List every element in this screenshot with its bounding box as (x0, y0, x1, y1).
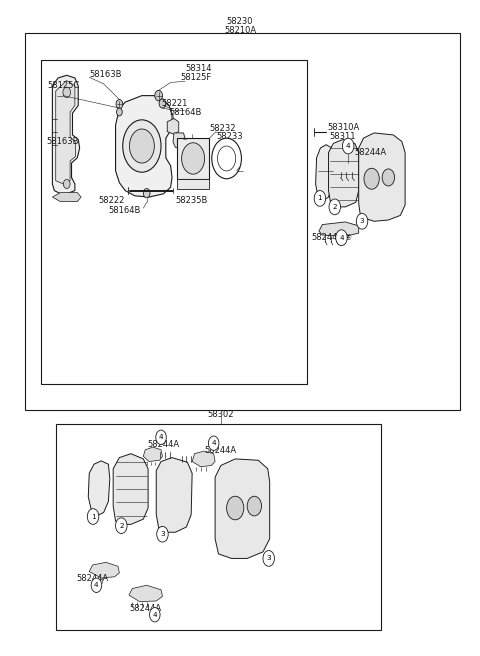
Text: 4: 4 (159, 434, 163, 440)
Text: 58233: 58233 (216, 132, 243, 140)
Text: 58164B: 58164B (169, 108, 202, 117)
Polygon shape (173, 133, 185, 149)
Text: 58244A: 58244A (129, 604, 161, 613)
Circle shape (91, 578, 102, 592)
Text: 58310A: 58310A (327, 123, 360, 133)
Text: 58210A: 58210A (224, 26, 256, 35)
Text: 58244A: 58244A (204, 446, 236, 455)
Text: ④: ④ (345, 233, 352, 242)
Circle shape (364, 169, 379, 189)
Text: 3: 3 (266, 556, 271, 562)
Circle shape (356, 213, 368, 229)
Circle shape (329, 199, 340, 215)
Text: 4: 4 (339, 235, 344, 241)
Polygon shape (113, 454, 148, 524)
Text: 4: 4 (94, 583, 99, 588)
Circle shape (208, 436, 219, 451)
Text: 1: 1 (91, 514, 96, 520)
Text: 58314: 58314 (185, 64, 212, 73)
Polygon shape (319, 222, 359, 236)
Bar (56, 424, 381, 630)
Polygon shape (156, 458, 192, 532)
Circle shape (157, 526, 168, 542)
Polygon shape (177, 178, 209, 189)
Circle shape (263, 550, 275, 566)
Circle shape (382, 169, 395, 186)
Polygon shape (88, 461, 110, 515)
Polygon shape (328, 140, 359, 207)
Text: 58230: 58230 (227, 17, 253, 26)
Polygon shape (56, 81, 75, 185)
Text: 58244A: 58244A (76, 573, 108, 583)
Polygon shape (359, 133, 405, 221)
Text: 58164B: 58164B (108, 206, 141, 215)
Circle shape (156, 430, 166, 445)
Text: 58235B: 58235B (175, 196, 208, 205)
Text: 58163B: 58163B (89, 70, 122, 79)
Polygon shape (215, 459, 270, 558)
Text: 58244A: 58244A (148, 440, 180, 449)
Text: 3: 3 (360, 218, 364, 224)
Circle shape (342, 138, 354, 154)
Circle shape (247, 496, 262, 516)
Text: 58125F: 58125F (180, 73, 211, 83)
Text: 58222: 58222 (99, 196, 125, 205)
Text: 2: 2 (119, 523, 124, 529)
Text: 58244A: 58244A (354, 148, 386, 157)
Circle shape (227, 496, 244, 520)
Text: 58125C: 58125C (48, 81, 80, 91)
Circle shape (87, 508, 99, 524)
Polygon shape (144, 447, 162, 462)
Polygon shape (89, 562, 120, 578)
Text: 58163B: 58163B (46, 137, 79, 146)
Text: 4: 4 (153, 611, 157, 618)
Polygon shape (177, 138, 209, 178)
Text: 58232: 58232 (210, 124, 236, 133)
Polygon shape (336, 155, 360, 173)
Text: 4: 4 (346, 143, 350, 149)
Text: 1: 1 (318, 195, 322, 201)
Circle shape (63, 87, 71, 98)
Polygon shape (52, 192, 81, 201)
Text: 58311: 58311 (329, 132, 356, 140)
Text: 58221: 58221 (161, 99, 187, 108)
Circle shape (314, 190, 325, 206)
Text: 3: 3 (160, 531, 165, 537)
Circle shape (336, 230, 347, 245)
Circle shape (159, 99, 166, 108)
Polygon shape (52, 75, 80, 194)
Circle shape (63, 179, 70, 188)
Polygon shape (192, 451, 215, 467)
Circle shape (123, 120, 161, 173)
Circle shape (181, 143, 204, 174)
Circle shape (117, 108, 122, 116)
Polygon shape (116, 96, 172, 197)
Bar (24, 33, 460, 410)
Polygon shape (167, 119, 179, 134)
Text: 58302: 58302 (208, 410, 234, 419)
Circle shape (116, 100, 123, 109)
Polygon shape (316, 145, 333, 200)
Text: 2: 2 (333, 204, 337, 210)
Text: 4: 4 (211, 440, 216, 446)
Circle shape (130, 129, 155, 163)
Bar (41, 60, 307, 384)
Text: 58244A: 58244A (312, 233, 344, 242)
Circle shape (116, 518, 127, 533)
Circle shape (144, 188, 150, 197)
Polygon shape (129, 585, 162, 602)
Circle shape (155, 91, 162, 101)
Circle shape (150, 607, 160, 622)
